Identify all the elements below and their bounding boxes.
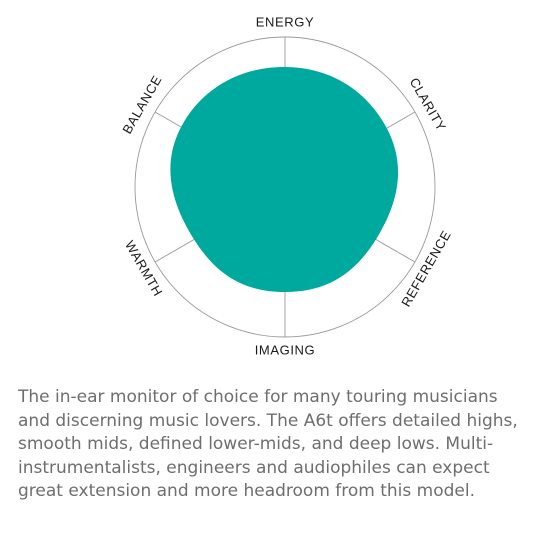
axis-label-reference: REFERENCE bbox=[398, 228, 454, 310]
axis-label-balance: BALANCE bbox=[119, 73, 164, 137]
radar-shape bbox=[170, 66, 399, 292]
axis-label-imaging: IMAGING bbox=[255, 342, 316, 357]
axis-label-energy: ENERGY bbox=[256, 14, 315, 29]
radar-chart: BALANCEENERGYCLARITYREFERENCEIMAGINGWARM… bbox=[119, 14, 454, 357]
product-description: The in-ear monitor of choice for many to… bbox=[18, 387, 518, 501]
axis-label-clarity: CLARITY bbox=[407, 75, 450, 134]
